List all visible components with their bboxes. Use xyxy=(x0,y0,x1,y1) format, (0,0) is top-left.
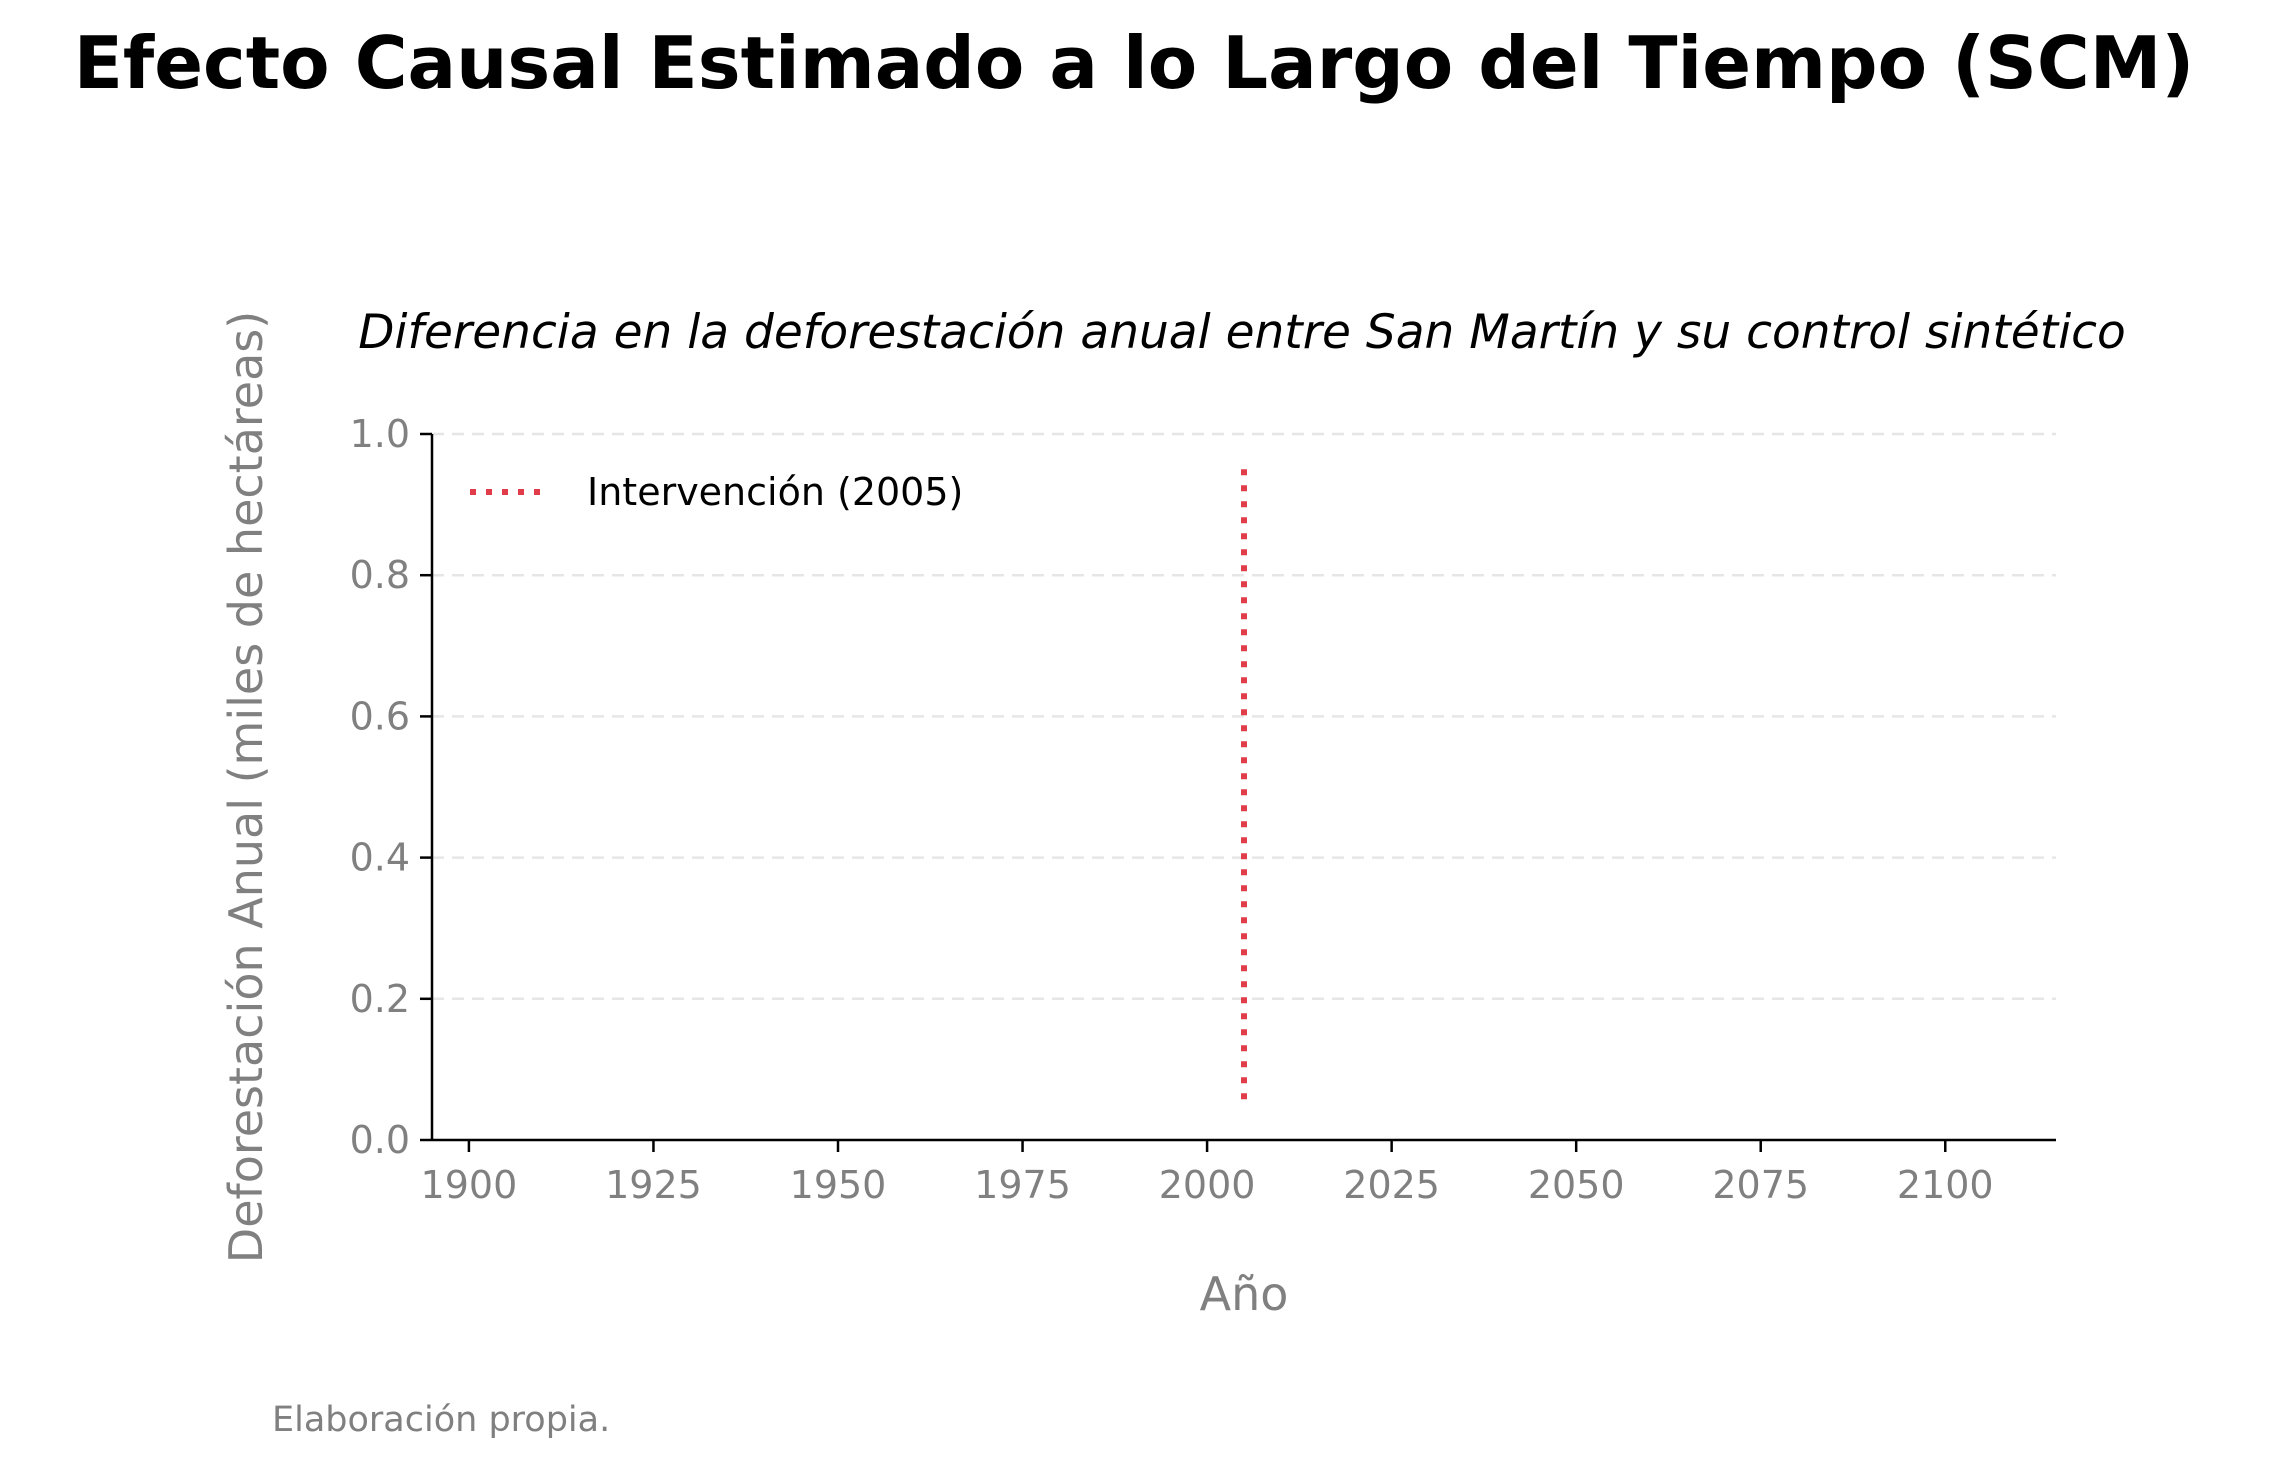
y-tick-label: 1.0 xyxy=(350,412,410,456)
x-tick-label: 1925 xyxy=(605,1163,702,1207)
x-ticks: 1900 1925 1950 1975 2000 2025 2050 2075 2100 xyxy=(421,1140,1994,1207)
x-tick-label: 2050 xyxy=(1528,1163,1625,1207)
y-tick-label: 0.0 xyxy=(350,1118,410,1162)
chart-subtitle: Diferencia en la deforestación anual ent… xyxy=(358,305,2126,360)
y-tick-label: 0.4 xyxy=(350,836,410,880)
y-axis-label: Deforestación Anual (miles de hectáreas) xyxy=(219,311,273,1263)
x-tick-label: 1975 xyxy=(974,1163,1071,1207)
legend: Intervención (2005) xyxy=(470,470,963,514)
x-axis-label: Año xyxy=(1200,1267,1289,1321)
y-tick-label: 0.6 xyxy=(350,694,410,738)
x-tick-label: 1950 xyxy=(790,1163,887,1207)
legend-label: Intervención (2005) xyxy=(587,470,963,514)
x-tick-label: 1900 xyxy=(421,1163,518,1207)
chart-title: Efecto Causal Estimado a lo Largo del Ti… xyxy=(74,21,2195,105)
x-tick-label: 2100 xyxy=(1897,1163,1994,1207)
x-tick-label: 2000 xyxy=(1159,1163,1256,1207)
y-tick-label: 0.8 xyxy=(350,553,410,597)
y-ticks: 0.0 0.2 0.4 0.6 0.8 1.0 xyxy=(350,412,432,1162)
y-tick-label: 0.2 xyxy=(350,977,410,1021)
x-tick-label: 2075 xyxy=(1712,1163,1809,1207)
chart-caption: Elaboración propia. xyxy=(272,1400,610,1440)
x-tick-label: 2025 xyxy=(1343,1163,1440,1207)
